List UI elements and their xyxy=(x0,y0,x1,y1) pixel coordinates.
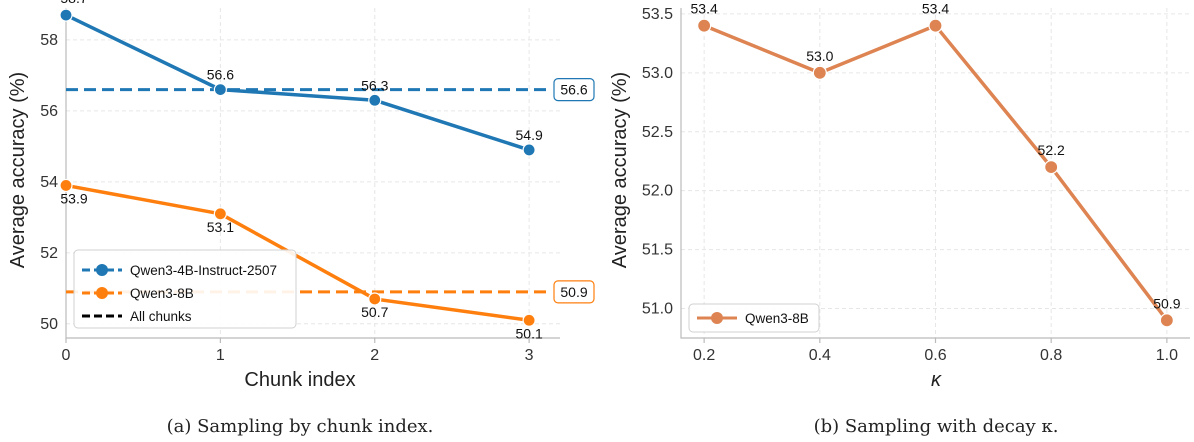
caption-a: (a) Sampling by chunk index. xyxy=(167,416,434,437)
legend-label-all-chunks: All chunks xyxy=(130,309,192,324)
x-tick-label: 1.0 xyxy=(1156,347,1178,364)
data-point xyxy=(213,207,227,221)
chart-b-xlabel: κ xyxy=(931,369,942,391)
x-tick-label: 0.2 xyxy=(693,347,715,364)
data-label: 56.3 xyxy=(361,77,388,93)
data-point xyxy=(522,313,536,327)
data-point xyxy=(59,8,73,22)
reference-label: 56.6 xyxy=(560,82,587,98)
chart-a-legend: Qwen3-4B-Instruct-2507 Qwen3-8B All chun… xyxy=(73,249,297,329)
legend-marker-qwen3-8b xyxy=(711,312,723,324)
y-tick-label: 52.5 xyxy=(642,124,673,141)
data-point xyxy=(812,65,827,80)
data-label: 52.2 xyxy=(1038,142,1065,158)
data-label: 53.4 xyxy=(691,1,718,17)
y-tick-label: 51.5 xyxy=(642,242,673,259)
data-label: 54.9 xyxy=(516,127,543,143)
data-label: 50.1 xyxy=(516,325,543,341)
legend-frame xyxy=(688,303,820,333)
x-tick-label: 2 xyxy=(370,347,379,364)
y-tick-label: 50 xyxy=(40,316,58,333)
legend-marker-qwen3-4b xyxy=(96,264,108,276)
data-label: 53.9 xyxy=(60,190,87,206)
data-label: 58.7 xyxy=(60,0,87,6)
caption-b: (b) Sampling with decay κ. xyxy=(814,416,1059,437)
x-tick-label: 0 xyxy=(62,347,71,364)
data-point xyxy=(522,143,536,157)
legend-label-qwen3-4b: Qwen3-4B-Instruct-2507 xyxy=(130,263,277,278)
x-tick-label: 1 xyxy=(216,347,225,364)
chart-a-ylabel: Average accuracy (%) xyxy=(7,72,29,268)
y-tick-label: 53.0 xyxy=(642,65,673,82)
data-point xyxy=(213,83,227,97)
x-tick-label: 0.6 xyxy=(924,347,946,364)
reference-label: 50.9 xyxy=(560,284,587,300)
reference-label-box xyxy=(553,280,595,304)
legend-label-qwen3-8b: Qwen3-8B xyxy=(130,286,194,301)
y-tick-label: 52 xyxy=(40,245,58,262)
data-point xyxy=(368,93,382,107)
series-line xyxy=(65,183,530,322)
chart-b-legend: Qwen3-8B xyxy=(688,303,820,333)
x-tick-label: 0.4 xyxy=(809,347,831,364)
legend-marker-qwen3-8b xyxy=(96,287,108,299)
data-point xyxy=(697,18,712,33)
data-label: 50.7 xyxy=(361,304,388,320)
y-tick-label: 53.5 xyxy=(642,6,673,23)
y-tick-label: 54 xyxy=(40,174,58,191)
data-label: 53.1 xyxy=(207,219,234,235)
legend-label-qwen3-8b: Qwen3-8B xyxy=(745,311,809,326)
data-point xyxy=(928,18,943,33)
chart-a: 50 52 54 56 58 0 1 2 3 56.6 50.9 58.7 56.6 56.3 54.… xyxy=(7,0,595,437)
data-point xyxy=(1159,313,1174,328)
data-label: 53.0 xyxy=(806,48,833,64)
chart-b: 51.0 51.5 52.0 52.5 53.0 53.5 0.2 0.4 0.6 0.8 1.0… xyxy=(609,1,1190,437)
chart-b-axes xyxy=(680,8,1190,339)
data-label: 53.4 xyxy=(922,1,949,17)
chart-a-xlabel: Chunk index xyxy=(244,369,355,391)
data-point xyxy=(368,292,382,306)
x-tick-label: 3 xyxy=(525,347,534,364)
series-line xyxy=(65,13,530,152)
data-label: 56.6 xyxy=(207,67,234,83)
x-tick-label: 0.8 xyxy=(1040,347,1062,364)
y-tick-label: 52.0 xyxy=(642,183,673,200)
legend-frame xyxy=(73,249,297,329)
data-point xyxy=(59,178,73,193)
reference-label-box xyxy=(553,78,595,102)
chart-b-ylabel: Average accuracy (%) xyxy=(609,72,631,268)
y-tick-label: 58 xyxy=(40,32,58,49)
data-point xyxy=(1044,160,1059,175)
y-tick-label: 51.0 xyxy=(642,301,673,318)
y-tick-label: 56 xyxy=(40,103,58,120)
data-label: 50.9 xyxy=(1153,295,1180,311)
